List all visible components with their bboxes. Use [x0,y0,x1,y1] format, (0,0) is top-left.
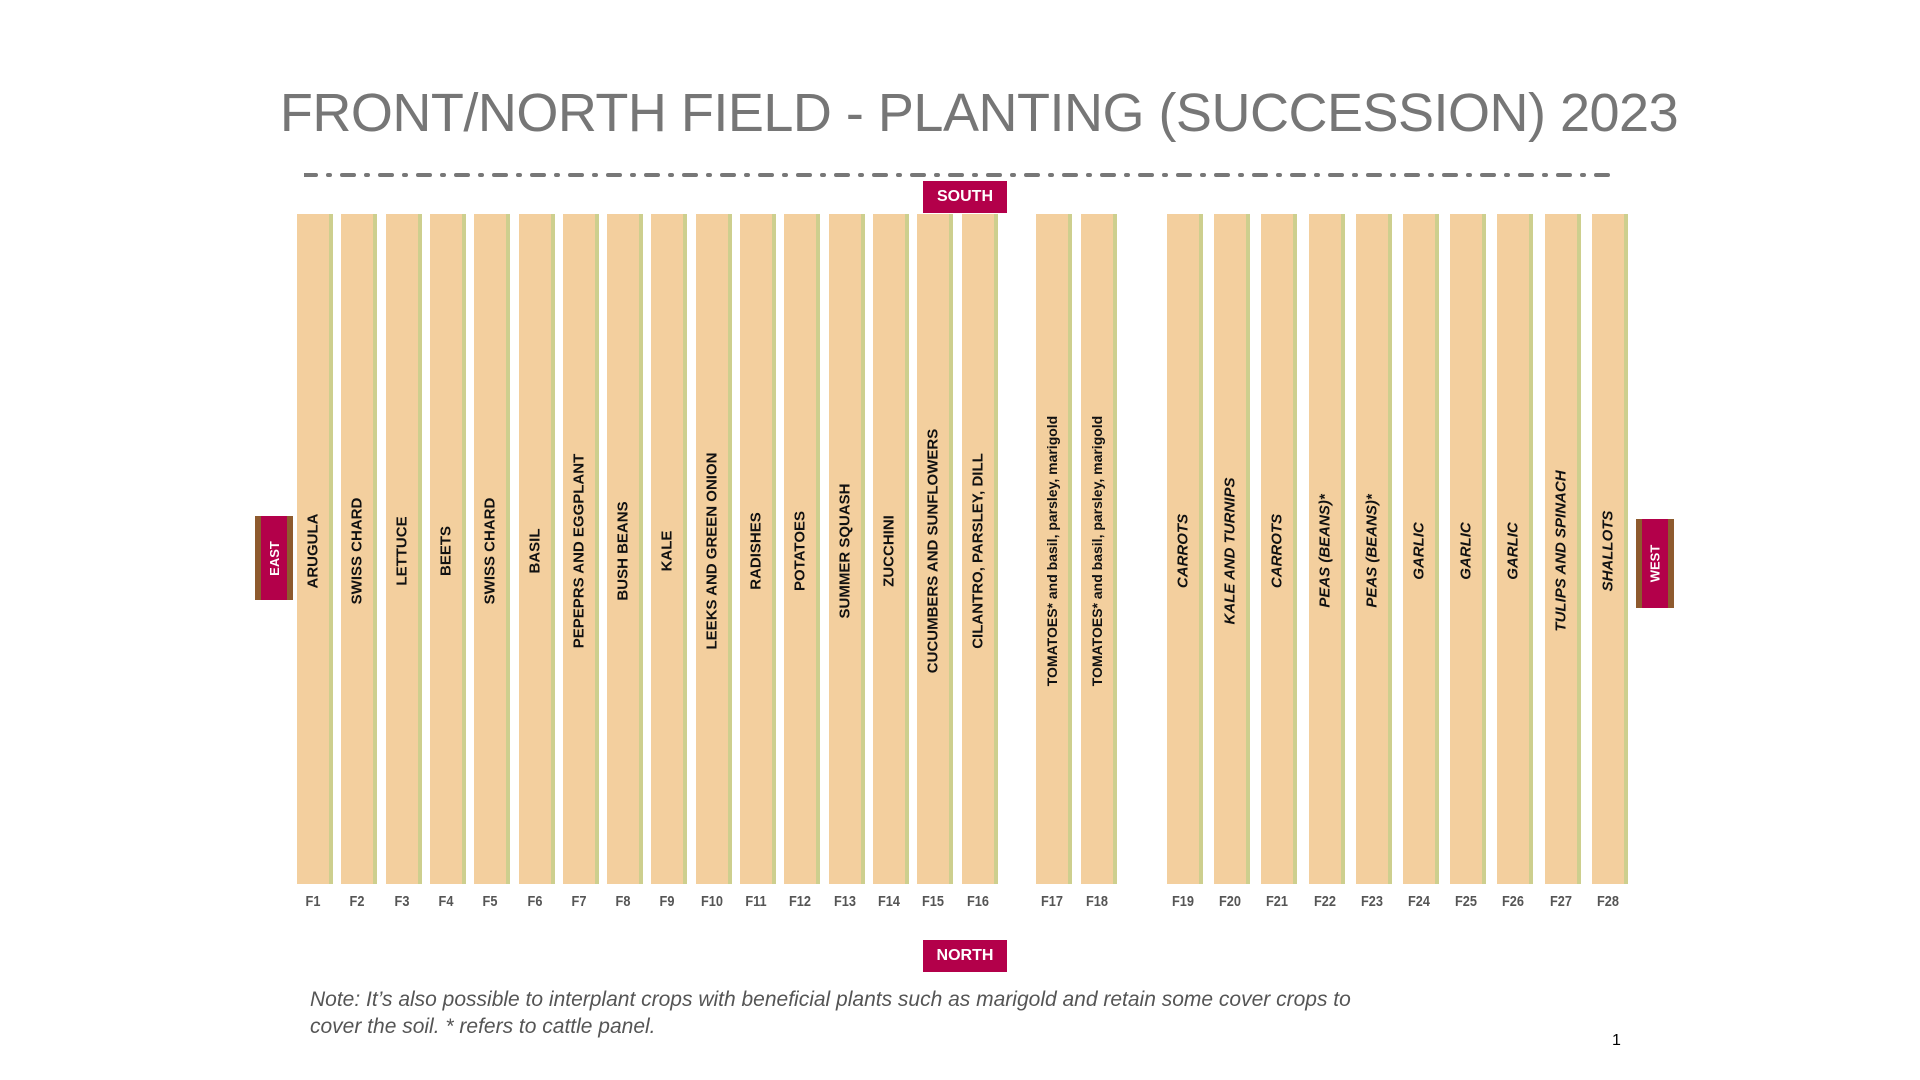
south-badge: SOUTH [923,181,1007,213]
bed-id-label: F5 [482,893,498,910]
bed-id-label: F24 [1408,893,1430,910]
bed-f26: GARLIC [1497,214,1534,884]
bed-f12: POTATOES [784,214,821,884]
bed-crop-label: TULIPS AND SPINACH [1552,470,1570,632]
bed-f10: LEEKS AND GREEN ONION [695,214,732,884]
bed-f11: RADISHES [740,214,776,884]
bed-f13: SUMMER SQUASH [828,214,865,884]
south-label: SOUTH [937,188,993,205]
bed-crop-label: SWISS CHARD [348,497,366,605]
bed-crop-label: LETTUCE [393,516,411,586]
bed-id-label: F6 [527,893,542,910]
page-number: 1 [1612,1032,1621,1049]
bed-id-label: F11 [745,893,767,910]
bed-id-label: F22 [1313,893,1336,910]
bed-f23: PEAS (BEANS)* [1355,214,1392,884]
bed-id-label: F23 [1360,893,1383,910]
bed-id-label: F10 [700,893,723,910]
bed-crop-label: BEETS [437,525,455,577]
bed-id-label: F15 [922,893,945,910]
bed-id-label: F13 [833,893,856,910]
bed-f22: PEAS (BEANS)* [1308,214,1345,884]
bed-crop-label: KALE AND TURNIPS [1221,477,1239,625]
bed-id-label: F16 [966,893,989,910]
bed-id-label: F4 [438,893,454,910]
bed-id-label: F14 [877,893,900,910]
bed-f19: CARROTS [1167,214,1203,884]
bed-f14: ZUCCHINI [872,214,909,884]
bed-crop-label: GARLIC [1457,522,1475,580]
bed-f27: TULIPS AND SPINACH [1544,214,1581,884]
bed-id-label: F21 [1266,893,1289,910]
bed-f8: BUSH BEANS [607,214,644,884]
bed-f9: KALE [651,214,688,884]
east-label: EAST [266,540,282,576]
bed-id-label: F8 [615,893,631,910]
bed-id-label: F3 [394,893,410,910]
bed-f24: GARLIC [1403,214,1439,884]
bed-crop-label: ARUGULA [304,513,322,589]
bed-crop-label: CILANTRO, PARSLEY, DILL [969,453,986,649]
bed-crop-label: PEAS (BEANS)* [1316,494,1334,608]
bed-crop-label: PEPEPRS AND EGGPLANT [570,453,588,649]
bed-id-label: F7 [571,893,587,910]
bed-crop-label: LEEKS AND GREEN ONION [703,452,721,650]
bed-crop-label: POTATOES [791,510,809,592]
bed-f16: CILANTRO, PARSLEY, DILL [961,214,998,884]
south-boundary-line [304,173,1616,177]
bed-f21: CARROTS [1261,214,1298,884]
page-title: FRONT/NORTH FIELD - PLANTING (SUCCESSION… [279,83,1679,143]
bed-id-label: F19 [1172,893,1194,910]
bed-id-label: F9 [659,893,675,910]
bed-crop-label: CUCUMBERS AND SUNFLOWERS [924,428,942,674]
bed-crop-label: SHALLOTS [1599,510,1617,592]
bed-crop-label: RADISHES [747,512,765,590]
bed-crop-label: TOMATOES* and basil, parsley, marigold [1088,415,1105,687]
bed-id-label: F17 [1041,893,1063,910]
north-badge: NORTH [923,940,1007,972]
bed-f2: SWISS CHARD [341,214,378,884]
bed-f17: TOMATOES* and basil, parsley, marigold [1036,214,1072,884]
bed-f6: BASIL [518,214,555,884]
west-label: WEST [1647,544,1663,583]
east-badge: EAST [255,516,293,600]
bed-crop-label: KALE [658,530,676,572]
note-line-2: cover the soil. * refers to cattle panel… [310,1015,656,1038]
bed-f1: ARUGULA [297,214,333,884]
bed-id-label: F1 [305,893,321,910]
north-label: NORTH [936,947,994,964]
bed-id-label: F27 [1549,893,1572,910]
bed-id-label: F18 [1085,893,1108,910]
note-line-1: Note: It’s also possible to interplant c… [310,988,1351,1011]
bed-id-label: F26 [1502,893,1525,910]
bed-crop-label: CARROTS [1174,513,1192,589]
bed-crop-label: TOMATOES* and basil, parsley, marigold [1044,415,1060,687]
west-badge: WEST [1636,519,1674,608]
bed-f4: BEETS [429,214,466,884]
bed-f18: TOMATOES* and basil, parsley, marigold [1080,214,1117,884]
bed-f3: LETTUCE [385,214,422,884]
bed-crop-label: GARLIC [1410,522,1428,580]
bed-id-label: F2 [349,893,365,910]
bed-id-label: F12 [789,893,812,910]
bed-f7: PEPEPRS AND EGGPLANT [562,214,599,884]
bed-id-label: F28 [1596,893,1619,910]
bed-f25: GARLIC [1450,214,1487,884]
bed-crop-label: PEAS (BEANS)* [1363,494,1381,608]
bed-crop-label: CARROTS [1268,513,1286,589]
bed-crop-label: SWISS CHARD [481,497,499,605]
bed-crop-label: BUSH BEANS [614,501,632,601]
bed-f28: SHALLOTS [1591,214,1628,884]
bed-f5: SWISS CHARD [474,214,511,884]
note: Note: It’s also possible to interplant c… [310,986,1460,1040]
bed-crop-label: ZUCCHINI [880,515,898,587]
bed-crop-label: SUMMER SQUASH [836,483,854,619]
bed-id-label: F25 [1455,893,1478,910]
bed-crop-label: GARLIC [1504,522,1522,580]
bed-crop-label: BASIL [526,528,543,574]
bed-id-label: F20 [1219,893,1242,910]
bed-f20: KALE AND TURNIPS [1214,214,1251,884]
bed-f15: CUCUMBERS AND SUNFLOWERS [917,214,954,884]
